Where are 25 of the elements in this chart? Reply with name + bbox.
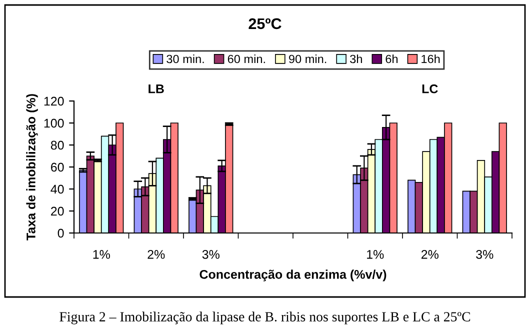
legend-label: 90 min. bbox=[289, 54, 326, 64]
y-tick-label: 60 bbox=[51, 162, 64, 172]
x-tick-label: 1% bbox=[367, 250, 384, 259]
legend-label: 30 min. bbox=[166, 54, 204, 64]
chart-title: 25ºC bbox=[248, 18, 282, 30]
legend-label: 6h bbox=[386, 54, 398, 64]
x-axis-title: Concentração da enzima (%v/v) bbox=[200, 270, 386, 282]
y-tick-label: 20 bbox=[51, 206, 64, 216]
legend-label: 16h bbox=[422, 54, 440, 64]
y-tick-label: 120 bbox=[44, 96, 64, 106]
x-tick-label: 2% bbox=[148, 250, 165, 259]
y-tick-label: 80 bbox=[50, 140, 64, 150]
x-tick-label: 2% bbox=[421, 250, 438, 259]
x-tick-label: 3% bbox=[202, 250, 220, 259]
y-tick-label: 40 bbox=[50, 184, 64, 194]
text: LB bbox=[148, 84, 164, 94]
text: Figura 2 – Imobilização da lipase de B. ribis nos suportes LB e LC a 25ºC bbox=[60, 312, 470, 324]
text: LC bbox=[422, 84, 438, 94]
x-tick-label: 1% bbox=[93, 250, 110, 259]
y-tick-label: 0 bbox=[58, 228, 64, 238]
legend-label: 3h bbox=[350, 54, 362, 64]
legend-label: 60 min. bbox=[228, 54, 265, 64]
y-tick-label: 100 bbox=[44, 118, 64, 128]
y-axis-title: Taxa de imobilização (%) bbox=[26, 94, 38, 240]
x-tick-label: 3% bbox=[476, 250, 494, 259]
